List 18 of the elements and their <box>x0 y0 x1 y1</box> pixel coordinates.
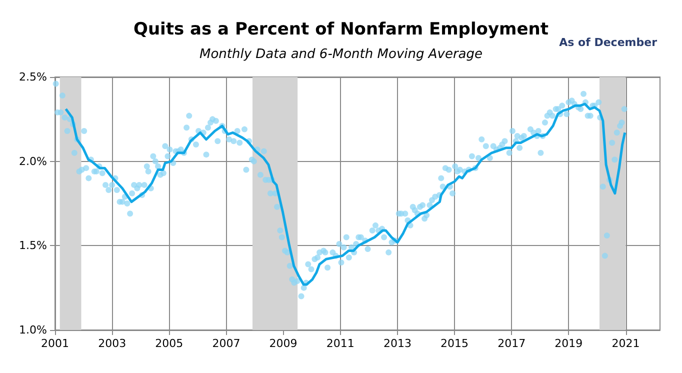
y-tick-label: 1.5% <box>19 239 47 252</box>
x-tick-label: 2001 <box>41 337 69 350</box>
x-tick-label: 2003 <box>98 337 126 350</box>
x-tick-label: 2007 <box>212 337 240 350</box>
x-tick-label: 2009 <box>269 337 298 350</box>
text: As of December <box>559 36 658 49</box>
x-tick-label: 2019 <box>554 337 583 350</box>
x-tick-label: 2013 <box>383 337 412 350</box>
y-tick-label: 1.0% <box>19 324 47 336</box>
x-tick-label: 2005 <box>155 337 184 350</box>
y-tick-label: 2.5% <box>19 70 47 84</box>
chart-title: Quits as a Percent of Nonfarm Employment <box>133 20 549 40</box>
x-tick-label: 2021 <box>612 337 640 350</box>
x-tick-label: 2017 <box>498 337 526 350</box>
chart-subtitle: Monthly Data and 6-Month Moving Average <box>199 47 483 62</box>
x-tick-label: 2011 <box>326 337 354 350</box>
x-tick-label: 2015 <box>440 337 469 350</box>
y-tick-label: 2.0% <box>19 154 47 168</box>
